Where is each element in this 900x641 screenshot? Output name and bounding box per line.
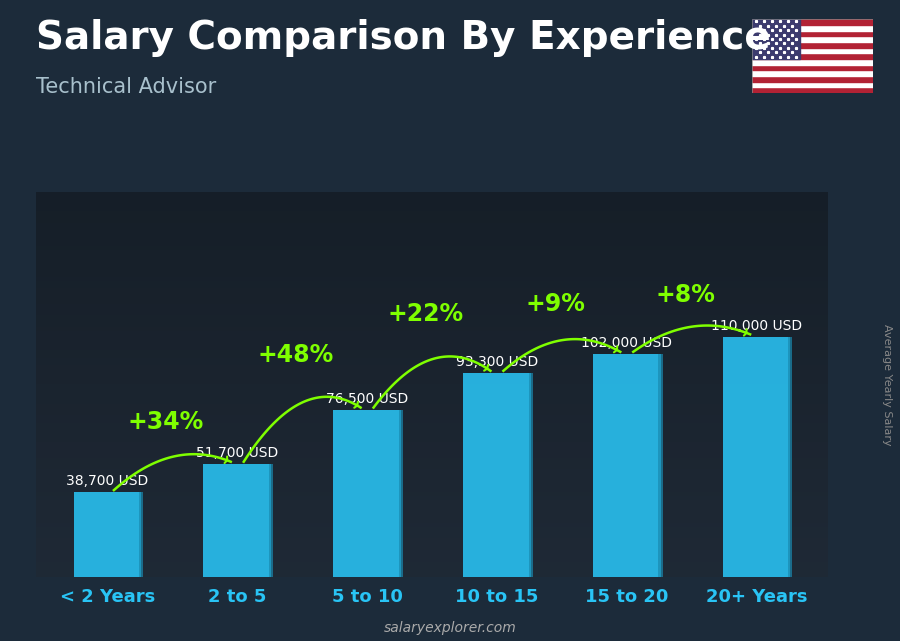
Text: +34%: +34% xyxy=(128,410,204,435)
Text: +22%: +22% xyxy=(387,302,464,326)
Bar xyxy=(788,337,792,577)
Text: 51,700 USD: 51,700 USD xyxy=(196,446,278,460)
Bar xyxy=(74,492,141,577)
Text: +9%: +9% xyxy=(526,292,585,316)
Bar xyxy=(752,81,873,87)
Bar xyxy=(528,373,533,577)
Bar xyxy=(752,87,873,93)
Bar xyxy=(752,37,873,42)
Bar xyxy=(399,410,403,577)
Bar xyxy=(203,464,271,577)
Bar xyxy=(269,464,273,577)
Text: 102,000 USD: 102,000 USD xyxy=(581,336,672,350)
Bar xyxy=(659,354,662,577)
Bar xyxy=(752,42,873,47)
Bar xyxy=(752,71,873,76)
Text: +48%: +48% xyxy=(257,343,334,367)
Bar xyxy=(464,373,531,577)
Bar xyxy=(593,354,661,577)
Text: Technical Advisor: Technical Advisor xyxy=(36,77,216,97)
Text: 93,300 USD: 93,300 USD xyxy=(455,355,538,369)
Bar xyxy=(140,492,143,577)
Bar xyxy=(723,337,790,577)
Bar xyxy=(333,410,400,577)
Text: salaryexplorer.com: salaryexplorer.com xyxy=(383,620,517,635)
Bar xyxy=(752,19,873,25)
Text: 38,700 USD: 38,700 USD xyxy=(67,474,148,488)
Text: 110,000 USD: 110,000 USD xyxy=(711,319,802,333)
Bar xyxy=(752,31,873,37)
Bar xyxy=(752,47,873,53)
Text: Average Yearly Salary: Average Yearly Salary xyxy=(881,324,892,445)
Text: 76,500 USD: 76,500 USD xyxy=(326,392,409,406)
Bar xyxy=(752,76,873,81)
Text: Salary Comparison By Experience: Salary Comparison By Experience xyxy=(36,19,770,57)
Bar xyxy=(752,65,873,71)
Bar xyxy=(752,19,800,59)
Bar xyxy=(752,59,873,65)
Bar xyxy=(752,25,873,31)
Bar xyxy=(752,53,873,59)
Text: +8%: +8% xyxy=(655,283,716,307)
